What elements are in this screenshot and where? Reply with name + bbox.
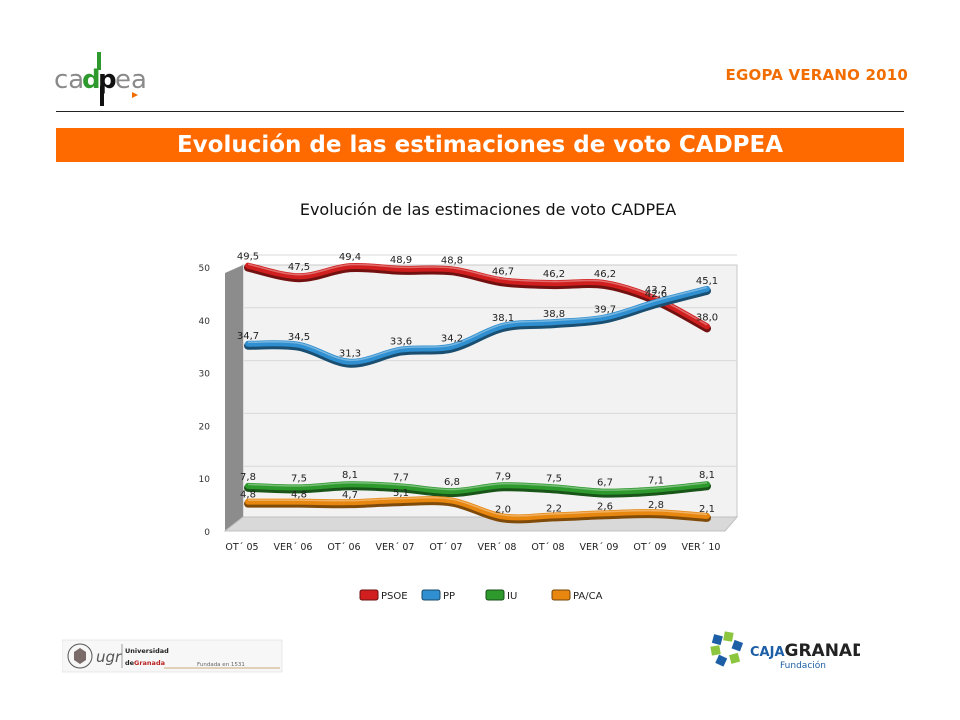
data-label: 45,1 [696, 276, 718, 287]
series-line-highlight [247, 286, 708, 361]
chart-floor [223, 516, 739, 532]
data-label: 31,3 [339, 349, 361, 360]
caja-granada-logo: CAJAGRANADA Fundación [710, 631, 860, 671]
data-label: 2,1 [699, 504, 715, 515]
data-label: 7,8 [240, 472, 256, 483]
data-label: 39,7 [594, 304, 616, 315]
header-title: EGOPA VERANO 2010 [725, 66, 908, 84]
series-line-iu [245, 481, 710, 495]
data-label: 46,2 [594, 269, 616, 280]
legend-label: IU [507, 591, 517, 602]
data-label: 38,1 [492, 313, 514, 324]
data-label: 38,0 [696, 312, 718, 323]
caja-granada-emblem-icon [710, 631, 744, 667]
data-label: 2,0 [495, 504, 511, 515]
data-label: 4,7 [342, 490, 358, 501]
svg-text:CAJAGRANADA: CAJAGRANADA [750, 641, 860, 661]
data-label: 34,7 [237, 331, 259, 342]
y-tick-label: 10 [199, 475, 211, 485]
data-label: 2,6 [597, 501, 613, 512]
data-label: 7,9 [495, 471, 511, 482]
data-label: 6,8 [444, 477, 460, 488]
data-label: 6,7 [597, 478, 613, 489]
y-tick-label: 0 [204, 528, 210, 538]
svg-text:de: de [125, 659, 135, 667]
data-label: 8,1 [342, 470, 358, 481]
data-label: 43,2 [645, 285, 667, 296]
data-label: 47,5 [288, 262, 310, 273]
legend-label: PSOE [381, 591, 408, 602]
svg-text:Granada: Granada [134, 659, 165, 667]
data-label: 2,2 [546, 503, 562, 514]
cadpea-logo: ca d p ea [54, 52, 147, 106]
legend-swatch [359, 589, 379, 601]
data-label: 42,6 [645, 289, 667, 300]
data-label: 2,8 [648, 500, 664, 511]
data-label: 7,7 [393, 472, 409, 483]
vote-estimation-chart: Evolución de las estimaciones de voto CA… [199, 200, 739, 602]
series-line-pp [245, 285, 710, 365]
x-tick-label: VER´ 10 [682, 542, 721, 553]
data-label: 34,2 [441, 333, 463, 344]
x-tick-label: VER´ 08 [478, 542, 517, 553]
svg-text:ugr: ugr [96, 648, 122, 666]
data-label: 7,5 [291, 473, 307, 484]
x-tick-label: OT´ 09 [633, 542, 666, 553]
data-label: 46,2 [543, 269, 565, 280]
y-tick-label: 20 [199, 422, 211, 432]
y-tick-label: 40 [199, 317, 211, 327]
x-tick-label: VER´ 09 [580, 542, 619, 553]
y-tick-label: 50 [199, 264, 211, 274]
svg-text:Universidad: Universidad [125, 647, 169, 655]
series-line-highlight [247, 481, 708, 491]
x-tick-label: VER´ 06 [274, 542, 313, 553]
x-tick-label: OT´ 07 [429, 542, 462, 553]
x-tick-label: OT´ 05 [225, 542, 258, 553]
x-tick-label: VER´ 07 [376, 542, 415, 553]
data-label: 38,8 [543, 309, 565, 320]
x-tick-label: OT´ 08 [531, 542, 564, 553]
data-label: 4,8 [291, 490, 307, 501]
data-label: 5,1 [393, 488, 409, 499]
svg-text:Fundación: Fundación [780, 660, 826, 671]
svg-text:Fundada en 1531: Fundada en 1531 [197, 662, 245, 668]
banner-title: Evolución de las estimaciones de voto CA… [56, 128, 904, 162]
data-label: 49,5 [237, 252, 259, 263]
data-label: 7,1 [648, 476, 664, 487]
data-label: 49,4 [339, 252, 361, 263]
data-label: 4,8 [240, 490, 256, 501]
legend-swatch [485, 589, 505, 601]
chart-left-wall [225, 265, 243, 531]
x-tick-label: OT´ 06 [327, 542, 360, 553]
svg-text:ca: ca [54, 65, 84, 95]
chart-title: Evolución de las estimaciones de voto CA… [300, 200, 676, 219]
series-line-paca [245, 496, 710, 521]
series-line-highlight [247, 496, 708, 517]
legend-swatch [551, 589, 571, 601]
y-tick-label: 30 [199, 370, 211, 380]
data-label: 7,5 [546, 473, 562, 484]
universidad-granada-logo: ugr Universidad de Granada Fundada en 15… [62, 639, 283, 673]
data-label: 46,7 [492, 266, 514, 277]
data-label: 48,9 [390, 255, 412, 266]
data-label: 34,5 [288, 332, 310, 343]
legend-label: PP [443, 591, 455, 602]
header-divider [56, 111, 904, 112]
legend-label: PA/CA [573, 591, 603, 602]
svg-text:ea: ea [115, 65, 147, 95]
data-label: 8,1 [699, 470, 715, 481]
series-line-psoe [245, 262, 710, 330]
legend-swatch [421, 589, 441, 601]
data-label: 33,6 [390, 337, 412, 348]
series-line-highlight [247, 263, 708, 326]
data-label: 48,8 [441, 255, 463, 266]
svg-text:d: d [82, 65, 101, 95]
